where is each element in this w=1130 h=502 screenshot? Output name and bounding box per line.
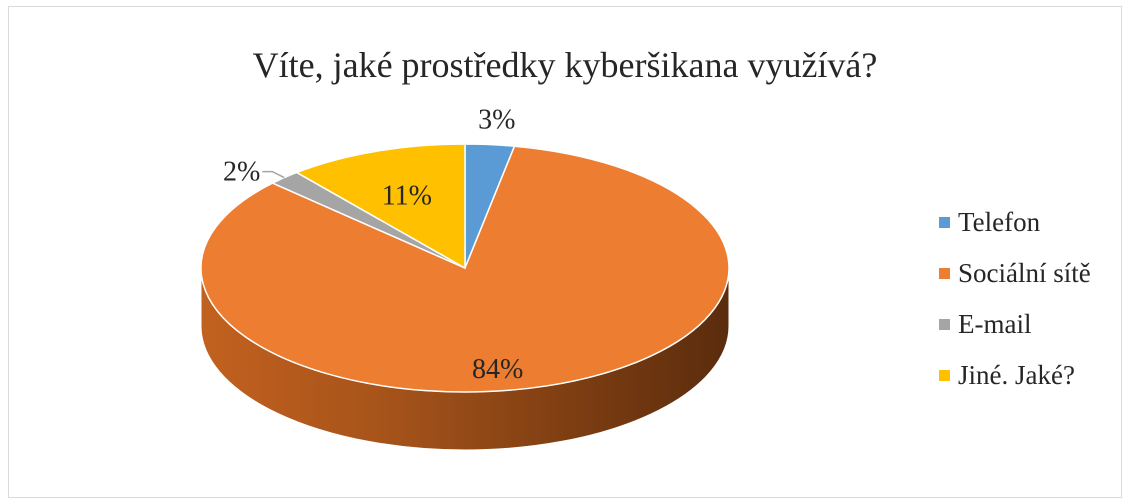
data-label-e-mail: 2%: [223, 157, 260, 188]
pie-slice-socialni-site: [200, 145, 730, 393]
legend-swatch-e-mail: [939, 319, 950, 330]
legend-label-e-mail: E-mail: [958, 309, 1031, 339]
leader-lines: [262, 170, 285, 179]
pie-slice-jine-jake: [294, 143, 466, 270]
legend-swatch-telefon: [939, 217, 950, 228]
legend-swatch-socialni-site: [939, 268, 950, 279]
legend-label-jine-jake: Jiné. Jaké?: [958, 360, 1075, 390]
data-label-jine-jake: 11%: [382, 180, 432, 211]
legend-swatch-jine-jake: [939, 370, 950, 381]
leader-line-e-mail: [262, 170, 285, 179]
chart-title: Víte, jaké prostředky kyberšikana využív…: [253, 45, 878, 85]
legend-label-socialni-site: Sociální sítě: [958, 258, 1091, 288]
data-label-telefon: 3%: [478, 105, 515, 136]
data-labels: 3% 84% 2% 11%: [223, 105, 523, 386]
pie-slices: [200, 143, 730, 393]
legend-label-telefon: Telefon: [958, 207, 1041, 237]
legend: Telefon Sociální sítě E-mail Jiné. Jaké?: [939, 207, 1091, 390]
data-label-socialni-site: 84%: [472, 354, 523, 385]
